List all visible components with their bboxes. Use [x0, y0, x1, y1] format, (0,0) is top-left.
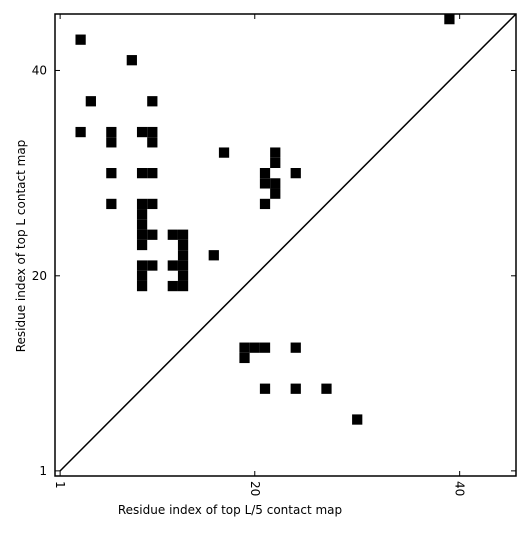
contact-cell — [259, 198, 271, 210]
contact-cell — [270, 178, 281, 189]
contact-cell — [136, 280, 148, 292]
contact-cell — [177, 270, 189, 281]
y-tick-label: 40 — [32, 63, 47, 77]
contact-cell — [126, 55, 137, 66]
x-tick-label: 20 — [248, 481, 262, 496]
contact-cell — [136, 168, 148, 179]
contact-cell — [106, 137, 117, 148]
contact-cell — [147, 229, 158, 240]
plot-frame — [54, 13, 517, 477]
contact-cell — [177, 260, 189, 271]
contact-cell — [106, 168, 117, 179]
contact-cell — [147, 168, 158, 179]
contact-cell — [147, 96, 158, 107]
contact-cell — [147, 260, 158, 271]
contact-cell — [259, 342, 271, 353]
contact-cell — [208, 250, 219, 261]
contact-cell — [85, 96, 96, 107]
contact-cell — [136, 260, 148, 271]
contact-cell — [147, 198, 158, 210]
contact-cell — [147, 126, 158, 138]
x-tick-label: 40 — [453, 481, 467, 496]
contact-cell — [290, 383, 301, 394]
contact-cell — [239, 342, 250, 353]
contact-cell — [75, 126, 86, 138]
contact-cell — [270, 188, 281, 199]
x-tick-label: 1 — [53, 481, 67, 489]
contact-cell — [177, 250, 189, 261]
contact-cell — [177, 229, 189, 240]
contact-cell — [177, 239, 189, 251]
contact-cell — [167, 229, 178, 240]
contact-cell — [136, 239, 148, 251]
contact-cell — [218, 147, 230, 158]
contact-cell — [259, 383, 271, 394]
contact-cell — [259, 168, 271, 179]
contact-cell — [136, 126, 148, 138]
y-axis-label: Residue index of top L contact map — [14, 140, 28, 353]
contact-cell — [249, 342, 260, 353]
contact-cell — [167, 260, 178, 271]
contact-cell — [75, 34, 86, 45]
contact-cell — [147, 137, 158, 148]
contact-cell — [239, 352, 250, 364]
contact-cell — [259, 178, 271, 189]
contact-cell — [290, 342, 301, 353]
contact-cell — [136, 229, 148, 240]
contact-cell — [136, 209, 148, 220]
contact-cell — [177, 280, 189, 292]
contact-cell — [270, 147, 281, 158]
contact-cell — [444, 14, 455, 25]
contact-cell — [106, 198, 117, 210]
contact-cell — [352, 414, 363, 425]
contact-cell — [106, 126, 117, 138]
contact-cell — [167, 280, 178, 292]
contact-cell — [136, 219, 148, 230]
contact-cell — [321, 383, 332, 394]
contact-cell — [290, 168, 301, 179]
y-tick-label: 1 — [39, 464, 47, 478]
y-tick-label: 20 — [32, 269, 47, 283]
contact-cell — [136, 198, 148, 210]
diagonal — [59, 13, 517, 472]
contact-cell — [270, 157, 281, 168]
x-axis-label: Residue index of top L/5 contact map — [118, 503, 342, 517]
contact-cell — [136, 270, 148, 281]
